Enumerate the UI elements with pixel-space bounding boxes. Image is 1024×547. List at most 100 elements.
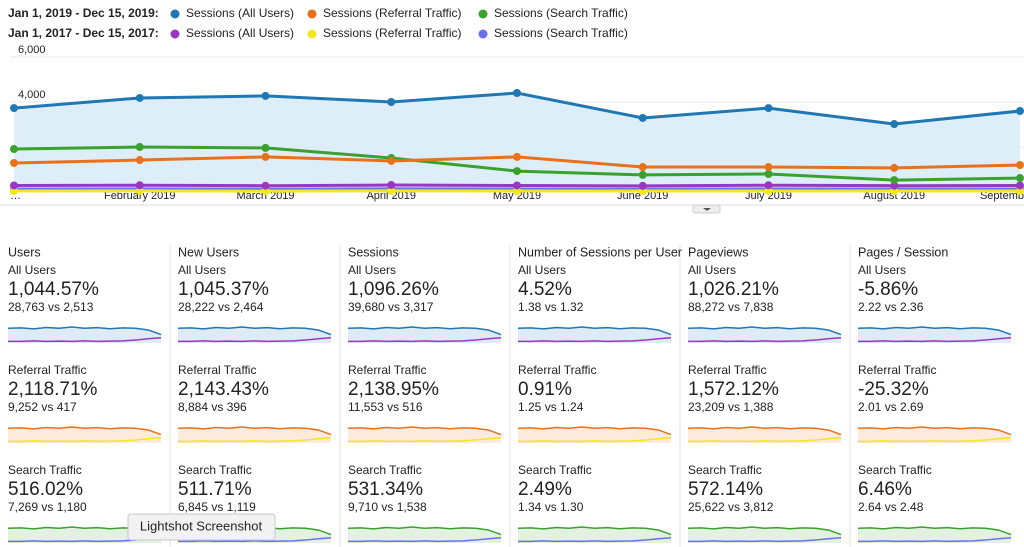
counts: 2.01 vs 2.69 <box>858 400 924 414</box>
sparkline-compare <box>518 437 672 443</box>
sparkline-area <box>348 327 501 343</box>
counts: 2.22 vs 2.36 <box>858 300 924 314</box>
sparkline-compare <box>348 337 502 343</box>
sparkline-compare <box>8 437 162 443</box>
counts: 7,269 vs 1,180 <box>8 500 87 514</box>
sparkline-compare <box>858 537 1012 543</box>
change-value: 1,572.12% <box>688 379 779 400</box>
counts: 88,272 vs 7,838 <box>688 300 774 314</box>
data-point <box>638 181 647 190</box>
segment-label: Referral Traffic <box>8 363 86 377</box>
sparkline-compare <box>178 337 332 343</box>
data-point <box>764 170 773 178</box>
legend-dot <box>478 9 488 19</box>
legend-label: Sessions (All Users) <box>186 6 294 20</box>
sparkline <box>177 426 332 436</box>
sparkline-compare <box>8 337 162 343</box>
x-tick-label: February 2019 <box>104 190 176 202</box>
x-tick-label: July 2019 <box>745 190 792 202</box>
data-point <box>387 186 396 195</box>
sparkline-area <box>688 427 841 443</box>
data-point <box>764 163 773 172</box>
data-point <box>513 181 521 190</box>
segment-label: Referral Traffic <box>518 363 596 377</box>
counts: 1.25 vs 1.24 <box>518 400 584 414</box>
sparkline-compare <box>688 437 842 443</box>
x-tick-label: May 2019 <box>493 190 541 202</box>
segment-label: Search Traffic <box>178 463 252 477</box>
sparkline <box>347 526 502 536</box>
legend-dot <box>170 9 180 19</box>
data-point <box>261 152 270 161</box>
scorecard-title: Users <box>8 245 41 259</box>
scorecard-title: New Users <box>178 245 239 259</box>
data-point <box>1016 181 1024 190</box>
counts: 28,763 vs 2,513 <box>8 300 94 314</box>
sparkline-compare <box>178 537 332 543</box>
counts: 1.34 vs 1.30 <box>518 500 584 514</box>
data-point <box>10 104 18 113</box>
segment-label: Search Traffic <box>688 463 762 477</box>
tooltip-text: Lightshot Screenshot <box>140 518 263 533</box>
data-point <box>10 181 18 190</box>
data-point <box>10 158 18 167</box>
segment-label: Referral Traffic <box>858 363 936 377</box>
sparkline <box>7 326 162 336</box>
data-point <box>764 181 773 190</box>
counts: 9,710 vs 1,538 <box>348 500 427 514</box>
data-point <box>261 143 270 152</box>
sparkline <box>177 326 332 336</box>
data-point <box>1016 174 1024 183</box>
area <box>14 93 1020 192</box>
data-point <box>890 163 899 172</box>
counts: 11,553 vs 516 <box>348 400 423 414</box>
data-point <box>764 104 773 113</box>
data-point <box>135 181 144 190</box>
segment-label: All Users <box>8 263 56 277</box>
sparkline-area <box>518 427 671 443</box>
legend-label: Sessions (Search Traffic) <box>494 26 628 40</box>
sparkline <box>857 526 1012 536</box>
data-point <box>638 163 647 172</box>
segment-label: All Users <box>518 263 566 277</box>
sparkline-compare <box>348 437 502 443</box>
data-point <box>10 145 18 154</box>
period-label: Jan 1, 2019 - Dec 15, 2019: <box>8 6 159 20</box>
sparkline-area <box>8 327 161 343</box>
legend-label: Sessions (Referral Traffic) <box>323 26 462 40</box>
segment-label: Search Traffic <box>518 463 592 477</box>
counts: 25,622 vs 3,812 <box>688 500 774 514</box>
sparkline <box>687 326 842 336</box>
data-point <box>261 91 270 100</box>
data-point <box>764 186 773 195</box>
x-tick-label: Septemb <box>980 190 1024 202</box>
legend-dot <box>170 29 180 39</box>
segment-label: All Users <box>688 263 736 277</box>
sparkline-compare <box>348 537 502 543</box>
change-value: 2.49% <box>518 479 572 500</box>
segment-label: Search Traffic <box>858 463 932 477</box>
x-tick-label: April 2019 <box>366 190 416 202</box>
sparkline-compare <box>518 537 672 543</box>
x-tick-label: August 2019 <box>863 190 925 202</box>
data-point <box>890 176 899 185</box>
scorecard-title: Sessions <box>348 245 399 259</box>
segment-label: All Users <box>348 263 396 277</box>
data-point <box>387 181 396 190</box>
data-point <box>1016 161 1024 169</box>
scorecard-title: Pages / Session <box>858 245 948 259</box>
sparkline-area <box>178 327 331 343</box>
segment-label: Referral Traffic <box>688 363 766 377</box>
data-point <box>638 113 647 122</box>
sparkline-area <box>348 427 501 443</box>
change-value: 2,118.71% <box>8 379 98 400</box>
data-point <box>1016 107 1024 115</box>
sparkline <box>347 326 502 336</box>
change-value: 4.52% <box>518 279 572 300</box>
sparkline <box>517 526 672 536</box>
data-point <box>135 156 144 165</box>
x-tick-label: March 2019 <box>236 190 294 202</box>
legend-label: Sessions (All Users) <box>186 26 294 40</box>
data-point <box>1016 186 1024 195</box>
